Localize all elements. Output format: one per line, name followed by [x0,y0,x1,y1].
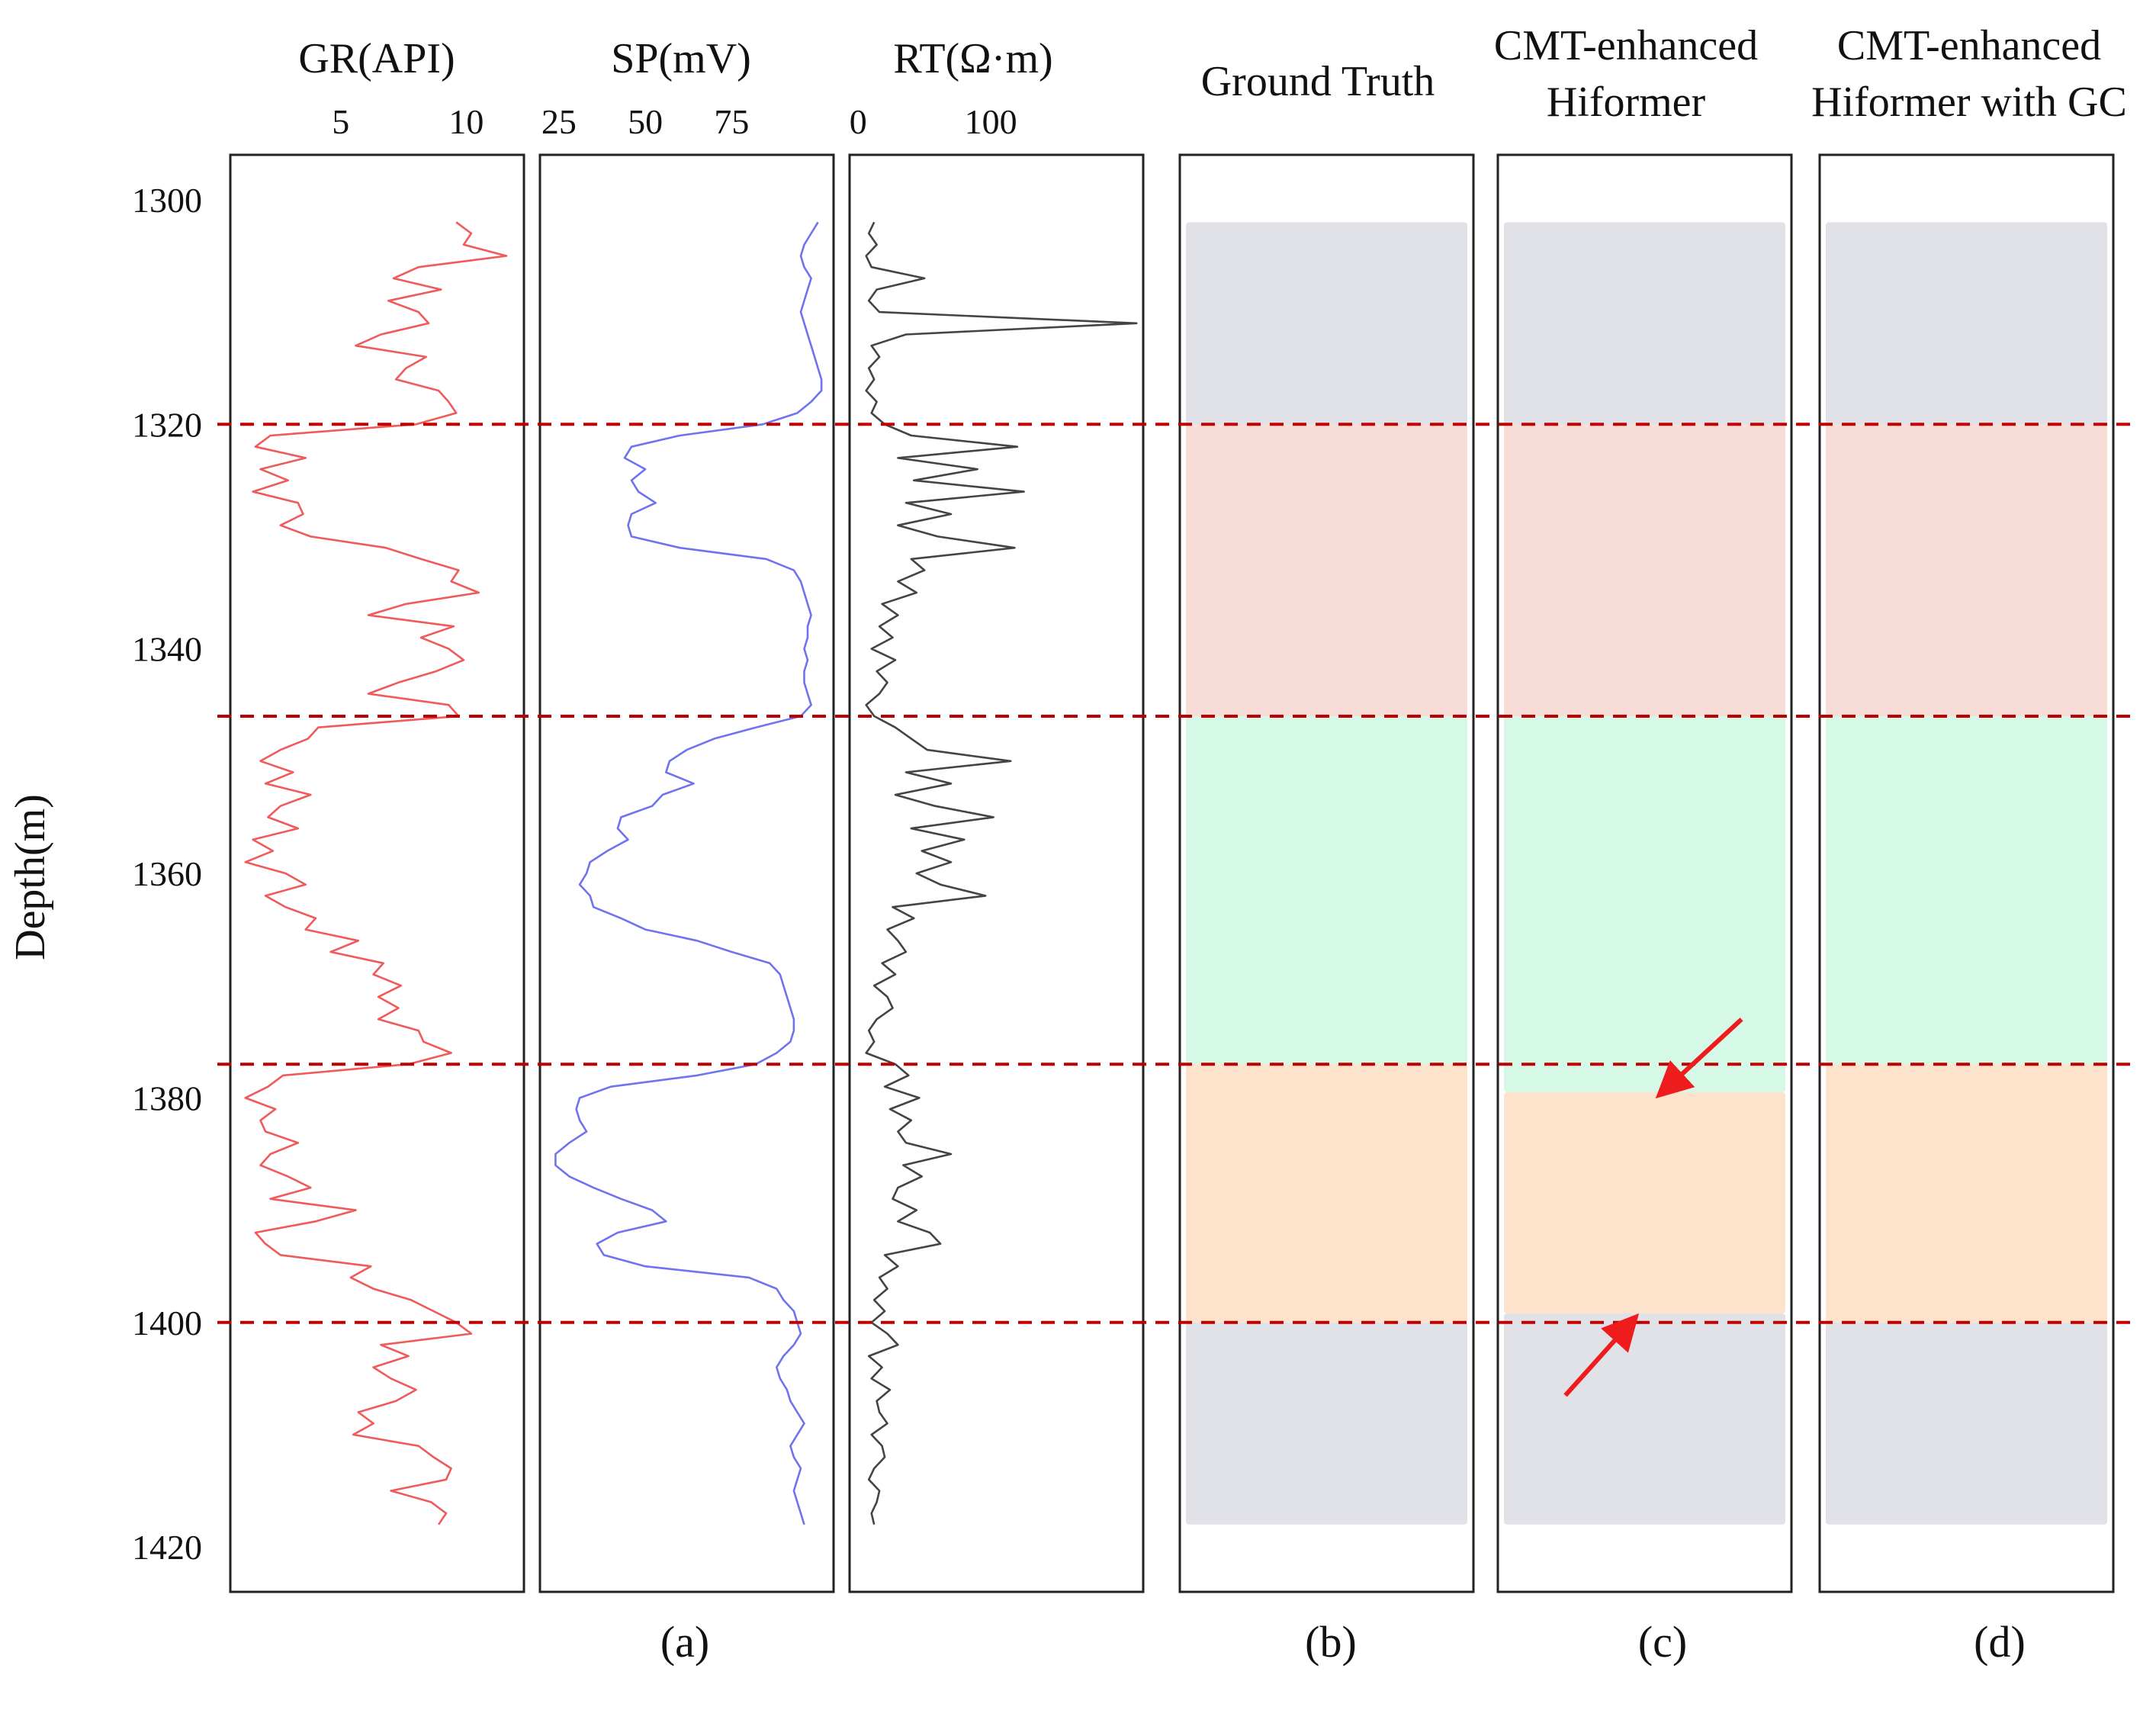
panel-title-ground-truth: Ground Truth [1201,58,1435,105]
depth-tick-1380: 1380 [132,1079,202,1117]
track-title-sp: SP(mV) [611,35,751,82]
frame-cmt-hiformer [1496,153,1793,1593]
segment-cmt-hiformer-gc-4 [1826,1322,2107,1525]
curve-rt [865,221,1138,1525]
segment-ground-truth-1 [1186,424,1467,716]
classification-segments [1186,222,2107,1525]
track-title-rt: RT(Ω·m) [893,35,1052,82]
frame-cmt-hiformer-gc [1818,153,2115,1593]
frame-ground-truth [1178,153,1475,1593]
depth-tick-1320: 1320 [132,405,202,444]
panel-frames [229,153,2115,1593]
segment-cmt-hiformer-1 [1504,424,1785,716]
arrow-1 [1563,1313,1640,1397]
frame-gr [229,153,525,1593]
segment-ground-truth-4 [1186,1322,1467,1525]
depth-tick-labels: 1300 1320 1340 1360 1380 1400 1420 [132,181,202,1567]
depth-tick-1400: 1400 [132,1304,202,1342]
curve-gr [244,221,508,1525]
panel-label-a: (a) [660,1617,709,1667]
depth-axis-label: Depth(m) [7,794,54,960]
arrow-0 [1655,1018,1743,1099]
depth-tick-1420: 1420 [132,1528,202,1567]
frame-rt [848,153,1145,1593]
segment-ground-truth-0 [1186,222,1467,425]
segment-cmt-hiformer-0 [1504,222,1785,425]
track-sp-tick-75: 75 [714,102,749,141]
segment-cmt-hiformer-3 [1504,1092,1785,1313]
track-gr-tick-10: 10 [448,102,484,141]
segment-cmt-hiformer-4 [1504,1313,1785,1525]
frame-sp [538,153,835,1593]
track-gr-tick-5: 5 [332,102,349,141]
track-tick-labels: 5 10 25 50 75 0 100 [332,102,1017,141]
segment-ground-truth-2 [1186,715,1467,1065]
segment-cmt-hiformer-gc-1 [1826,424,2107,716]
track-sp-tick-50: 50 [628,102,663,141]
track-title-gr: GR(API) [298,35,455,82]
panel-label-d: (d) [1974,1617,2026,1667]
panel-title-cmt-hiformer-line1: CMT-enhanced [1494,22,1758,69]
depth-tick-1360: 1360 [132,854,202,893]
curve-sp [554,221,823,1525]
segment-cmt-hiformer-gc-0 [1826,222,2107,425]
segment-cmt-hiformer-gc-3 [1826,1064,2107,1323]
log-curves [244,221,1138,1525]
panel-label-c: (c) [1638,1617,1687,1667]
segment-cmt-hiformer-2 [1504,715,1785,1093]
track-rt-tick-0: 0 [850,102,867,141]
panel-label-b: (b) [1305,1617,1357,1667]
track-rt-tick-100: 100 [965,102,1017,141]
panel-title-cmt-hiformer-line2: Hiformer [1547,79,1706,126]
panel-title-cmt-hiformer-gc-line1: CMT-enhanced [1837,22,2101,69]
error-arrows [1563,1018,1743,1397]
segment-cmt-hiformer-gc-2 [1826,715,2107,1065]
depth-tick-1340: 1340 [132,630,202,669]
depth-tick-1300: 1300 [132,181,202,220]
panel-title-cmt-hiformer-gc-line2: Hiformer with GC [1811,79,2127,126]
track-sp-tick-25: 25 [541,102,577,141]
segment-ground-truth-3 [1186,1064,1467,1323]
